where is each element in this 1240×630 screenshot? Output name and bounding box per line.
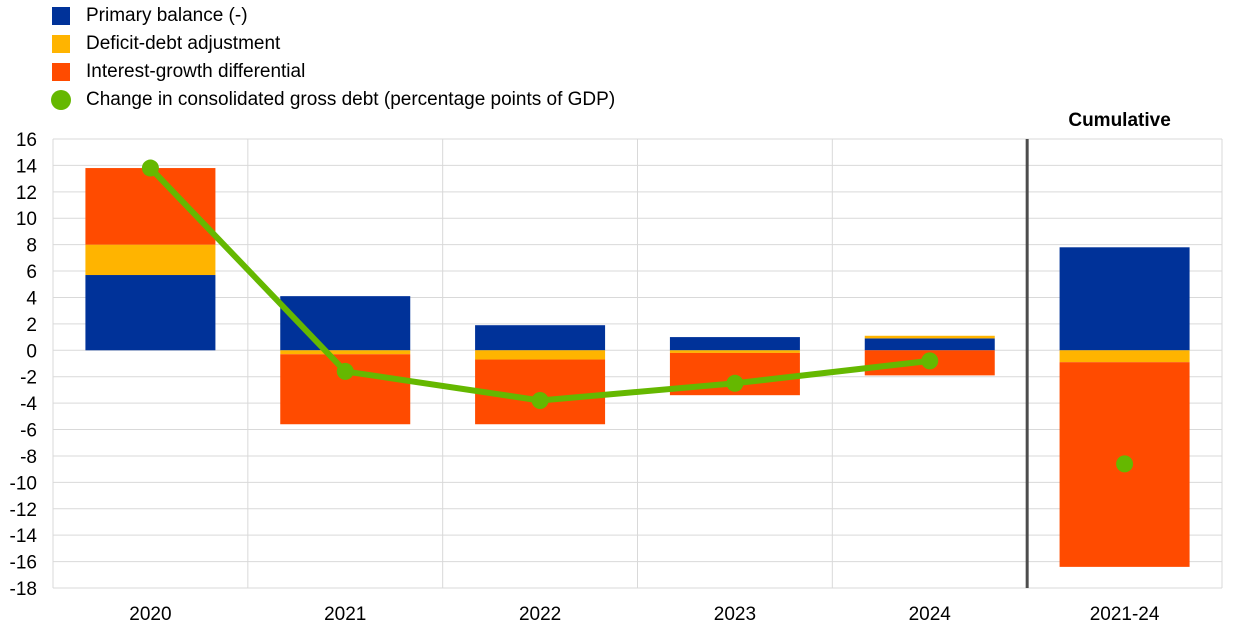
bar-primary-balance <box>475 325 606 351</box>
legend-label-change-in-debt: Change in consolidated gross debt (perce… <box>86 89 616 110</box>
x-tick-label: 2021 <box>324 604 366 625</box>
legend-item-interest-growth-differential: Interest-growth differential <box>52 58 615 86</box>
y-tick-label: -10 <box>10 473 37 494</box>
y-tick-label: 8 <box>26 236 37 257</box>
legend-item-primary-balance: Primary balance (-) <box>52 2 615 30</box>
legend-swatch-interest-growth-differential <box>52 63 70 81</box>
y-tick-label: 14 <box>16 156 38 177</box>
bar-deficit-debt-adjustment <box>1059 350 1190 363</box>
bar-primary-balance <box>669 337 800 351</box>
y-tick-label: -12 <box>10 500 37 521</box>
debt-change-point <box>336 362 354 380</box>
y-tick-label: -2 <box>20 368 37 389</box>
bar-deficit-debt-adjustment <box>85 244 216 276</box>
x-tick-label: 2022 <box>519 604 561 625</box>
legend-label-interest-growth-differential: Interest-growth differential <box>86 61 306 82</box>
y-tick-label: -16 <box>10 553 37 574</box>
x-tick-label: 2024 <box>909 604 952 625</box>
legend-dot-change-in-debt <box>51 90 71 110</box>
bar-deficit-debt-adjustment <box>475 350 606 360</box>
legend: Primary balance (-) Deficit-debt adjustm… <box>51 2 616 114</box>
x-tick-label: 2023 <box>714 604 756 625</box>
debt-change-point <box>921 352 939 370</box>
y-tick-label: -4 <box>20 394 37 415</box>
x-tick-label: 2021-24 <box>1090 604 1160 625</box>
y-tick-label: -8 <box>20 447 37 468</box>
legend-label-primary-balance: Primary balance (-) <box>86 5 248 26</box>
legend-swatch-deficit-debt-adjustment <box>52 35 70 53</box>
y-tick-label: -18 <box>10 579 37 600</box>
bar-primary-balance <box>1059 247 1190 351</box>
y-tick-label: -14 <box>10 526 38 547</box>
bar-primary-balance <box>85 275 216 351</box>
debt-change-point <box>141 159 159 177</box>
y-tick-label: 4 <box>26 288 37 309</box>
x-tick-label: 2020 <box>129 604 171 625</box>
legend-item-change-in-debt: Change in consolidated gross debt (perce… <box>51 86 616 114</box>
y-tick-label: -6 <box>20 421 37 442</box>
bar-deficit-debt-adjustment <box>280 350 411 355</box>
y-tick-label: 6 <box>26 262 37 283</box>
debt-change-point <box>1116 455 1134 473</box>
legend-label-deficit-debt-adjustment: Deficit-debt adjustment <box>86 33 281 54</box>
debt-change-point <box>531 391 549 409</box>
debt-change-point <box>726 374 744 392</box>
bar-primary-balance <box>864 338 995 351</box>
legend-swatch-primary-balance <box>52 7 70 25</box>
y-tick-label: 2 <box>26 315 37 336</box>
legend-item-deficit-debt-adjustment: Deficit-debt adjustment <box>52 30 615 58</box>
y-tick-label: 16 <box>16 130 37 151</box>
bar-deficit-debt-adjustment <box>669 350 800 353</box>
bar-interest-growth-differential <box>85 168 216 245</box>
bar-deficit-debt-adjustment <box>864 335 995 339</box>
y-tick-label: 10 <box>16 209 37 230</box>
y-tick-label: 12 <box>16 183 37 204</box>
cumulative-label: Cumulative <box>1068 110 1170 131</box>
y-tick-label: 0 <box>26 341 37 362</box>
